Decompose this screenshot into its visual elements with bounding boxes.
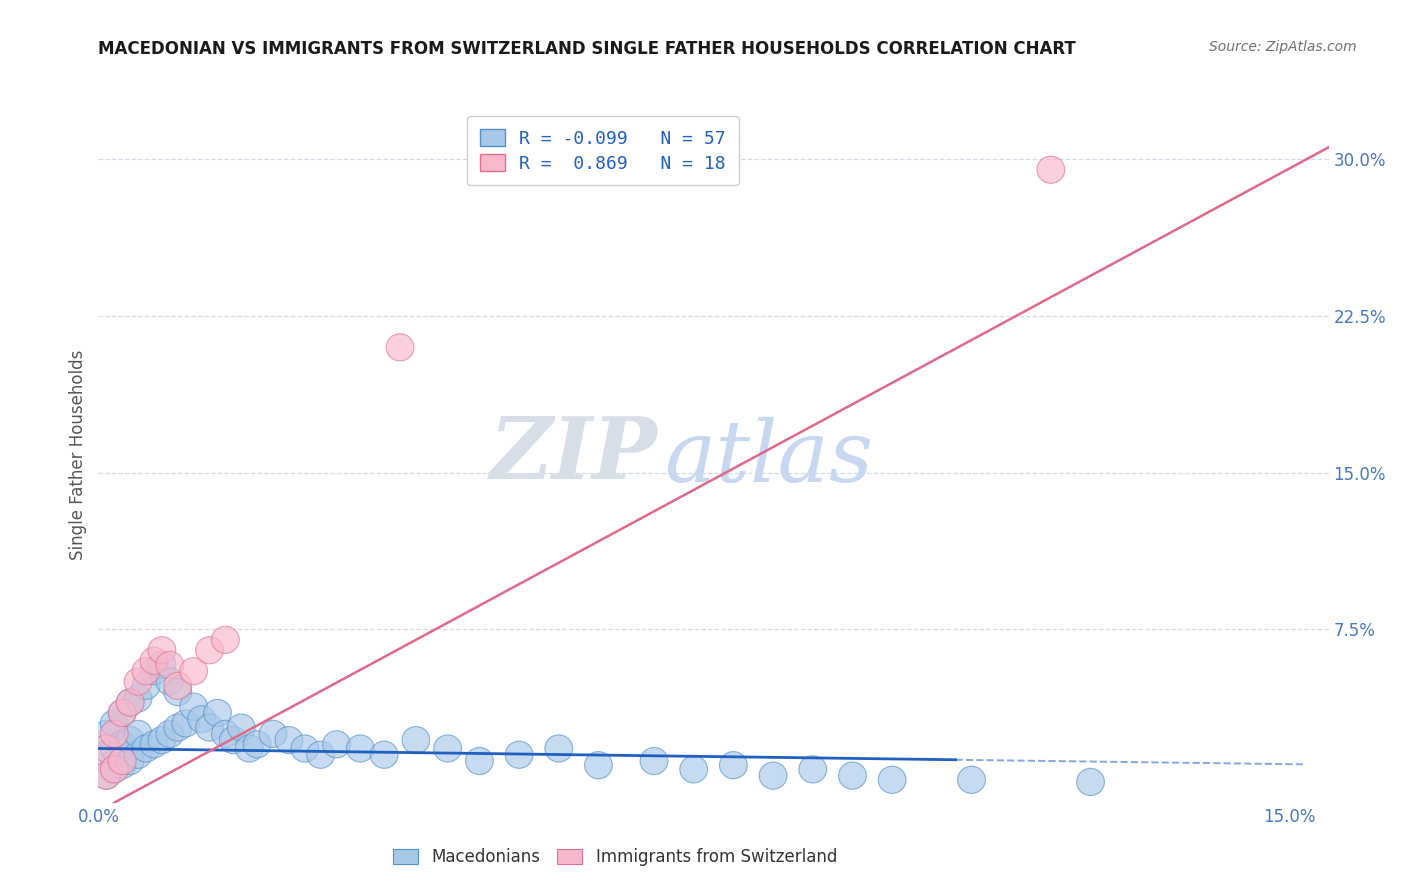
- Ellipse shape: [141, 731, 167, 758]
- Ellipse shape: [156, 668, 184, 695]
- Ellipse shape: [165, 714, 191, 741]
- Ellipse shape: [219, 727, 247, 754]
- Ellipse shape: [276, 727, 302, 754]
- Ellipse shape: [291, 735, 319, 762]
- Ellipse shape: [93, 735, 121, 762]
- Ellipse shape: [124, 685, 152, 712]
- Ellipse shape: [585, 752, 613, 779]
- Ellipse shape: [307, 741, 335, 768]
- Ellipse shape: [124, 741, 152, 768]
- Ellipse shape: [346, 735, 374, 762]
- Ellipse shape: [434, 735, 461, 762]
- Ellipse shape: [141, 657, 167, 685]
- Ellipse shape: [195, 714, 224, 741]
- Ellipse shape: [640, 747, 668, 774]
- Ellipse shape: [108, 699, 136, 727]
- Ellipse shape: [141, 647, 167, 674]
- Ellipse shape: [180, 657, 208, 685]
- Ellipse shape: [1077, 768, 1105, 796]
- Ellipse shape: [148, 651, 176, 679]
- Ellipse shape: [195, 637, 224, 664]
- Ellipse shape: [211, 720, 239, 747]
- Ellipse shape: [156, 720, 184, 747]
- Ellipse shape: [165, 673, 191, 699]
- Y-axis label: Single Father Households: Single Father Households: [69, 350, 87, 560]
- Ellipse shape: [100, 735, 128, 762]
- Ellipse shape: [148, 727, 176, 754]
- Ellipse shape: [100, 756, 128, 783]
- Ellipse shape: [108, 752, 136, 779]
- Ellipse shape: [165, 679, 191, 706]
- Ellipse shape: [1038, 156, 1064, 183]
- Ellipse shape: [100, 710, 128, 737]
- Ellipse shape: [322, 731, 350, 758]
- Text: MACEDONIAN VS IMMIGRANTS FROM SWITZERLAND SINGLE FATHER HOUSEHOLDS CORRELATION C: MACEDONIAN VS IMMIGRANTS FROM SWITZERLAN…: [98, 40, 1076, 58]
- Text: ZIP: ZIP: [491, 413, 658, 497]
- Ellipse shape: [108, 699, 136, 727]
- Ellipse shape: [211, 626, 239, 654]
- Ellipse shape: [156, 651, 184, 679]
- Ellipse shape: [132, 673, 160, 699]
- Ellipse shape: [505, 741, 533, 768]
- Ellipse shape: [465, 747, 494, 774]
- Ellipse shape: [172, 710, 200, 737]
- Ellipse shape: [957, 766, 986, 793]
- Ellipse shape: [204, 699, 232, 727]
- Ellipse shape: [259, 720, 287, 747]
- Legend: Macedonians, Immigrants from Switzerland: Macedonians, Immigrants from Switzerland: [385, 839, 845, 874]
- Ellipse shape: [100, 756, 128, 783]
- Ellipse shape: [108, 731, 136, 758]
- Ellipse shape: [235, 735, 263, 762]
- Ellipse shape: [838, 762, 866, 789]
- Ellipse shape: [681, 756, 707, 783]
- Ellipse shape: [799, 756, 827, 783]
- Ellipse shape: [188, 706, 215, 733]
- Ellipse shape: [402, 727, 430, 754]
- Ellipse shape: [93, 762, 121, 789]
- Ellipse shape: [180, 693, 208, 720]
- Ellipse shape: [132, 657, 160, 685]
- Ellipse shape: [108, 747, 136, 774]
- Ellipse shape: [759, 762, 787, 789]
- Ellipse shape: [132, 735, 160, 762]
- Text: Source: ZipAtlas.com: Source: ZipAtlas.com: [1209, 40, 1357, 54]
- Ellipse shape: [93, 741, 121, 768]
- Ellipse shape: [93, 720, 121, 747]
- Ellipse shape: [720, 752, 747, 779]
- Ellipse shape: [148, 637, 176, 664]
- Ellipse shape: [546, 735, 572, 762]
- Text: atlas: atlas: [665, 417, 873, 500]
- Ellipse shape: [387, 334, 413, 361]
- Ellipse shape: [228, 714, 254, 741]
- Ellipse shape: [117, 727, 143, 754]
- Ellipse shape: [117, 747, 143, 774]
- Ellipse shape: [879, 766, 905, 793]
- Ellipse shape: [243, 731, 271, 758]
- Ellipse shape: [117, 689, 143, 716]
- Ellipse shape: [124, 720, 152, 747]
- Ellipse shape: [93, 762, 121, 789]
- Ellipse shape: [100, 720, 128, 747]
- Ellipse shape: [117, 689, 143, 716]
- Ellipse shape: [370, 741, 398, 768]
- Ellipse shape: [124, 668, 152, 695]
